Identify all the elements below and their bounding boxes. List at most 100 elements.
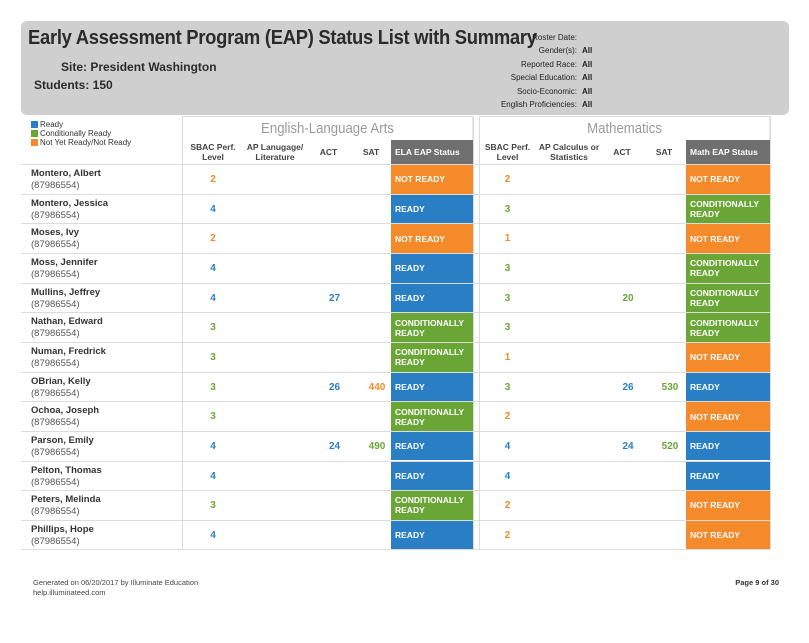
- ela-status-label: NOT READY: [395, 233, 446, 244]
- math-status-label: CONDITIONALLY READY: [690, 198, 759, 219]
- math-status-label: NOT READY: [690, 352, 741, 363]
- student-id: (87986554): [31, 180, 80, 191]
- math-col-header: SAT: [655, 147, 673, 157]
- student-name[interactable]: Numan, Fredrick: [31, 345, 106, 357]
- filter-value: All: [582, 100, 593, 110]
- row-divider: [21, 282, 770, 284]
- student-id: (87986554): [31, 298, 80, 310]
- math-sbac-score: 2: [504, 411, 511, 423]
- filter-row: Gender(s): All: [481, 44, 681, 57]
- ela-status-badge: CONDITIONALLY READY: [391, 491, 473, 520]
- student-name[interactable]: Phillips, Hope: [31, 523, 94, 535]
- legend-item: Not Yet Ready/Not Ready: [31, 138, 131, 147]
- math-status-badge: CONDITIONALLY READY: [686, 283, 770, 313]
- filter-label: Special Education:: [510, 73, 577, 83]
- report-title: Early Assessment Program (EAP) Status Li…: [28, 27, 537, 49]
- filter-row: Reported Race: All: [481, 58, 681, 71]
- math-sbac-score: 1: [504, 351, 511, 363]
- math-status-label: NOT READY: [690, 530, 741, 541]
- legend-item: Ready: [31, 120, 131, 129]
- ela-sbac-score: 4: [210, 470, 216, 482]
- math-act-score: 26: [622, 381, 634, 393]
- math-status-badge: READY: [686, 431, 770, 461]
- filter-label: English Proficiencies:: [500, 100, 577, 110]
- help-link[interactable]: help.illuminateed.com: [33, 588, 106, 597]
- ela-status-badge: READY: [391, 461, 473, 491]
- math-sat-score: 520: [661, 440, 679, 452]
- legend: Ready Conditionally Ready Not Yet Ready/No…: [31, 120, 131, 147]
- legend-label: Conditionally Ready: [40, 129, 112, 138]
- math-sbac-score: 3: [504, 203, 511, 215]
- ela-sbac-score: 3: [210, 500, 216, 512]
- student-id: (87986554): [31, 239, 80, 251]
- ela-col-header: SAT: [362, 147, 380, 157]
- ela-act-score: 24: [328, 440, 341, 452]
- student-id: (87986554): [31, 328, 80, 340]
- row-divider: [21, 519, 770, 521]
- student-name[interactable]: Montero, Albert: [31, 168, 101, 179]
- student-id: (87986554): [31, 268, 80, 280]
- student-name[interactable]: Montero, Jessica: [31, 197, 109, 209]
- student-id: (87986554): [31, 387, 80, 399]
- row-divider: [21, 252, 770, 254]
- student-count: Students: 150: [34, 78, 113, 92]
- legend-swatch: [31, 139, 38, 146]
- ela-sbac-score: 3: [210, 381, 216, 393]
- row-divider: [21, 371, 770, 373]
- ela-sbac-score: 4: [210, 440, 216, 452]
- student-name[interactable]: Parson, Emily: [31, 434, 94, 446]
- student-name[interactable]: Peters, Melinda: [31, 494, 101, 506]
- filter-row: Special Education: All: [481, 71, 681, 84]
- ela-col-header: ELA EAP Status: [391, 140, 473, 164]
- ela-status-badge: READY: [391, 283, 473, 313]
- ela-status-label: CONDITIONALLY READY: [395, 406, 464, 427]
- ela-status-badge: CONDITIONALLY READY: [391, 313, 473, 342]
- math-status-label: READY: [690, 381, 720, 392]
- column-divider: [770, 116, 771, 551]
- math-sbac-score: 4: [504, 440, 511, 452]
- math-status-label: READY: [690, 441, 720, 452]
- math-status-label: CONDITIONALLY READY: [690, 287, 759, 308]
- filter-summary: Roster Date: Gender(s): All Reported Race: A…: [481, 31, 681, 111]
- filter-row: Roster Date:: [481, 31, 681, 44]
- legend-swatch: [31, 121, 38, 128]
- row-divider: [21, 164, 770, 165]
- math-section-header: Mathematics: [479, 116, 770, 140]
- ela-status-badge: CONDITIONALLY READY: [391, 342, 473, 372]
- row-divider: [21, 430, 770, 432]
- math-status-badge: NOT READY: [686, 342, 770, 372]
- math-status-badge: NOT READY: [686, 224, 770, 253]
- ela-act-score: 26: [328, 381, 341, 393]
- ela-status-label: READY: [395, 203, 425, 214]
- row-divider: [21, 341, 770, 343]
- student-name[interactable]: Moses, Ivy: [31, 227, 80, 239]
- ela-status-label: READY: [395, 263, 425, 274]
- math-sbac-score: 3: [504, 322, 511, 334]
- ela-col-header: ACT: [319, 147, 338, 157]
- ela-status-badge: READY: [391, 372, 473, 402]
- ela-sat-score: 490: [368, 440, 386, 452]
- column-divider: [479, 116, 480, 551]
- student-name[interactable]: Pelton, Thomas: [31, 464, 102, 476]
- math-sbac-score: 3: [504, 292, 511, 304]
- ela-status-label: READY: [395, 292, 425, 303]
- student-name[interactable]: Ochoa, Joseph: [31, 405, 100, 417]
- ela-col-header: SBAC Perf. Level: [190, 142, 236, 162]
- ela-status-label: CONDITIONALLY READY: [395, 347, 464, 368]
- student-name[interactable]: Nathan, Edward: [31, 316, 103, 328]
- legend-label: Not Yet Ready/Not Ready: [40, 138, 132, 147]
- math-sbac-score: 1: [504, 233, 511, 245]
- ela-sbac-score: 4: [210, 262, 216, 274]
- student-name[interactable]: Moss, Jennifer: [31, 256, 98, 268]
- math-sbac-score: 3: [504, 381, 511, 393]
- ela-sat-score: 440: [368, 381, 386, 393]
- student-name[interactable]: OBrian, Kelly: [31, 375, 91, 387]
- row-divider: [21, 401, 770, 403]
- ela-status-label: READY: [395, 381, 425, 392]
- filter-value: All: [582, 59, 593, 69]
- math-col-header: Math EAP Status: [686, 140, 770, 164]
- report-header: Early Assessment Program (EAP) Status Li…: [21, 21, 789, 115]
- student-name[interactable]: Mullins, Jeffrey: [31, 286, 101, 298]
- filter-value: [577, 31, 681, 44]
- legend-swatch: [31, 130, 38, 137]
